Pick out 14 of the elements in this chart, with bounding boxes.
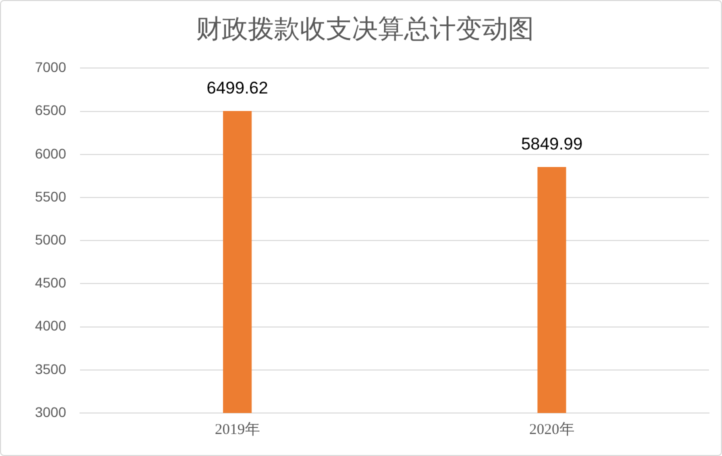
data-label: 5849.99 bbox=[521, 134, 583, 154]
y-tick-label: 5000 bbox=[34, 231, 66, 248]
y-tick-label: 3500 bbox=[34, 360, 66, 377]
x-tick-label: 2019年 bbox=[214, 420, 260, 438]
chart-title: 财政拨款收支决算总计变动图 bbox=[196, 14, 534, 44]
x-tick-label: 2020年 bbox=[529, 420, 574, 438]
y-tick-label: 4500 bbox=[34, 274, 66, 291]
y-tick-label: 5500 bbox=[34, 188, 66, 204]
y-tick-label: 4000 bbox=[34, 318, 66, 334]
data-label: 6499.62 bbox=[206, 78, 268, 98]
y-tick-label: 6500 bbox=[34, 102, 66, 118]
y-tick-label: 3000 bbox=[34, 404, 66, 420]
y-tick-label: 6000 bbox=[34, 145, 66, 162]
y-tick-label: 7000 bbox=[34, 59, 66, 76]
